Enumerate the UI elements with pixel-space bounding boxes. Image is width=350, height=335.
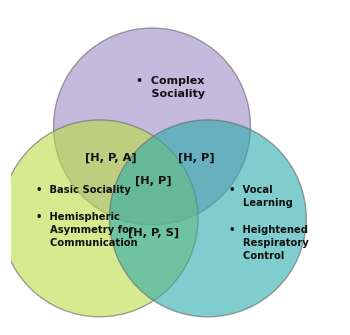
Text: •  Complex
    Sociality: • Complex Sociality — [135, 75, 205, 99]
Circle shape — [54, 28, 251, 225]
Text: [H, P, S]: [H, P, S] — [128, 228, 179, 238]
Text: [H, P]: [H, P] — [135, 176, 172, 186]
Circle shape — [1, 120, 198, 317]
Text: [H, P, A]: [H, P, A] — [85, 152, 137, 163]
Text: [H, P]: [H, P] — [178, 152, 215, 163]
Text: •  Basic Sociality

•  Hemispheric
    Asymmetry for
    Communication: • Basic Sociality • Hemispheric Asymmetr… — [36, 185, 137, 248]
Circle shape — [109, 120, 306, 317]
Text: •  Vocal
    Learning

•  Heightened
    Respiratory
    Control: • Vocal Learning • Heightened Respirator… — [229, 185, 309, 261]
